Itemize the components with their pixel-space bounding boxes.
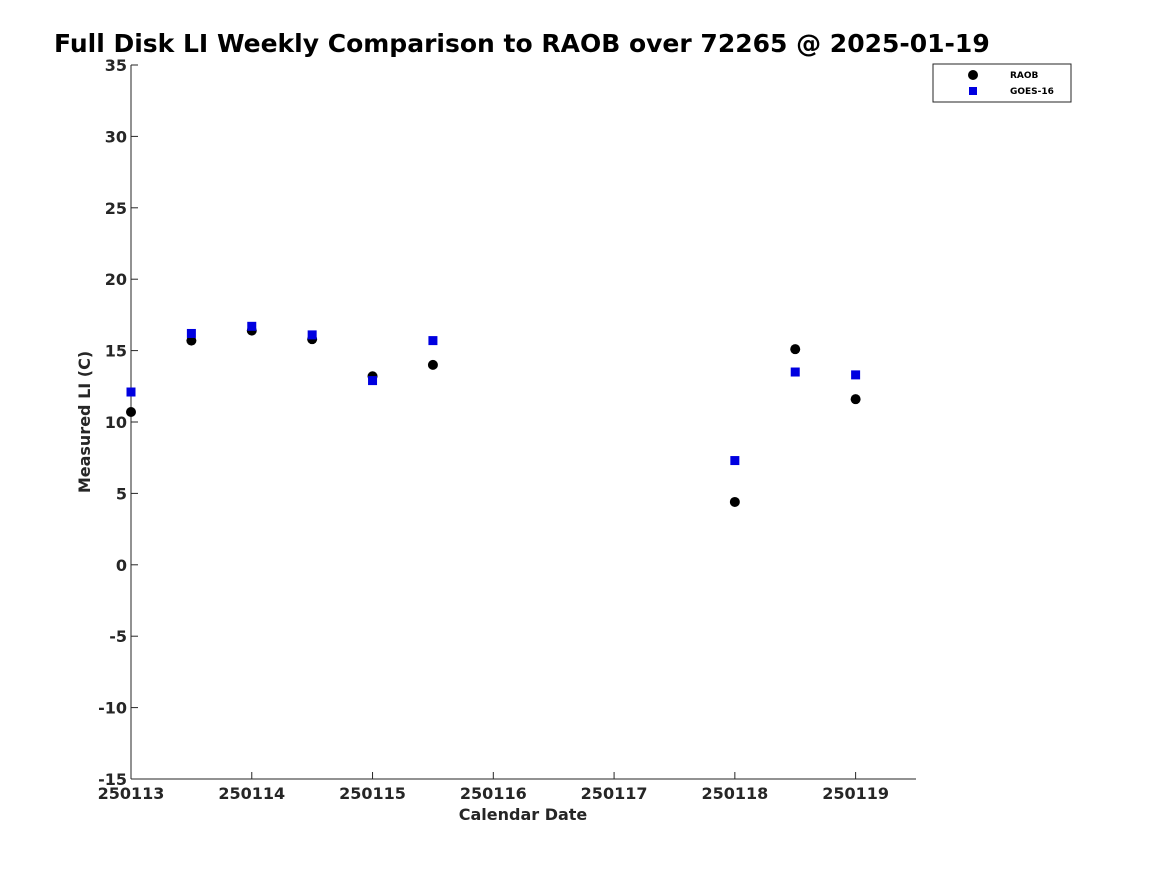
data-points [126, 321, 861, 507]
x-tick-label: 250118 [701, 784, 768, 803]
y-tick-label: 0 [116, 556, 127, 575]
axes [130, 65, 916, 780]
y-tick-label: -10 [98, 699, 127, 718]
x-tick-label: 250117 [581, 784, 648, 803]
y-tick-label: 25 [105, 199, 127, 218]
x-tick-label: 250115 [339, 784, 406, 803]
goes16-point [428, 336, 438, 346]
raob-point [427, 359, 438, 370]
raob-point [126, 407, 136, 418]
raob-point [729, 496, 740, 507]
raob-point [850, 394, 861, 405]
x-tick-label: 250116 [460, 784, 527, 803]
raob-point [186, 335, 197, 346]
x-tick-label: 250119 [822, 784, 889, 803]
goes16-point [186, 328, 196, 338]
goes16-point [126, 387, 136, 397]
legend: RAOB GOES-16 [932, 63, 1072, 103]
y-tick-label: 10 [105, 413, 127, 432]
raob-point [790, 344, 801, 355]
chart-title: Full Disk LI Weekly Comparison to RAOB o… [54, 29, 990, 58]
y-tick-label: 20 [105, 270, 127, 289]
goes16-point [247, 321, 257, 331]
goes16-point [368, 376, 378, 386]
legend-marker-goes16 [969, 87, 977, 95]
goes16-point [790, 367, 800, 377]
x-axis-label: Calendar Date [459, 805, 588, 824]
legend-label: GOES-16 [1010, 87, 1054, 97]
y-tick-label: 5 [116, 484, 127, 503]
x-tick-label: 250114 [218, 784, 285, 803]
y-tick-label: 35 [105, 56, 127, 75]
x-ticks: 250113 250114 250115 250116 250117 250118 2501… [98, 772, 889, 803]
y-ticks: 35 30 25 20 15 10 5 0 -5 -10 -15 [98, 56, 138, 789]
y-tick-label: -5 [109, 627, 127, 646]
y-axis-label: Measured LI (C) [75, 351, 94, 493]
goes16-point [730, 456, 740, 466]
legend-marker-raob [968, 70, 978, 80]
legend-label: RAOB [1010, 71, 1039, 81]
x-tick-label: 250113 [98, 784, 165, 803]
y-tick-label: 15 [105, 342, 127, 361]
goes16-point [307, 330, 317, 340]
goes16-point [851, 370, 861, 380]
y-tick-label: 30 [105, 127, 127, 146]
legend-box [932, 63, 1072, 103]
y-tick-label: -15 [98, 770, 127, 789]
